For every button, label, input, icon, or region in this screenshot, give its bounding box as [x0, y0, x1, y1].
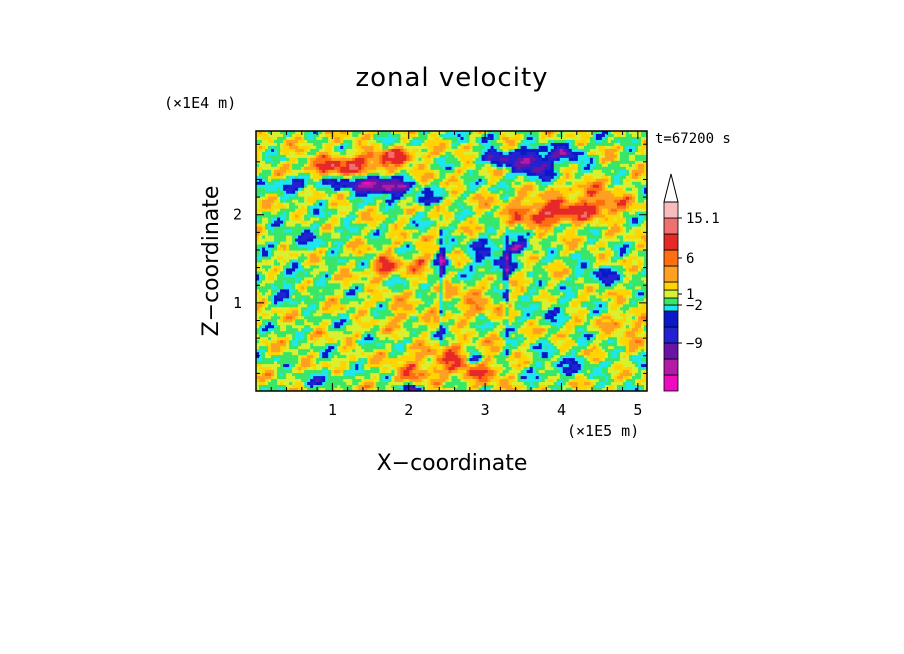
- colorbar-label: −2: [686, 298, 703, 314]
- colorbar-bin: [663, 249, 679, 267]
- x-unit-label: (×1E5 m): [567, 422, 639, 440]
- colorbar-label: 15.1: [686, 211, 720, 227]
- colorbar-label: 1: [686, 287, 694, 303]
- colorbar: 15.1 6 1−2 −9: [663, 173, 720, 392]
- time-label: t=67200 s: [655, 131, 731, 147]
- colorbar-bin: [663, 297, 679, 306]
- plot-frame: [255, 130, 648, 392]
- colorbar-label: 6: [686, 251, 694, 267]
- colorbar-bin: [663, 358, 679, 376]
- colorbar-bin: [663, 217, 679, 235]
- axis-ticks: [256, 131, 647, 391]
- x-axis-label: X−coordinate: [377, 451, 528, 476]
- y-tick-label: 2: [233, 206, 242, 224]
- colorbar-bin: [663, 326, 679, 344]
- x-tick-label: 2: [404, 401, 413, 419]
- x-tick-labels: 1 2 3 4 5: [328, 401, 643, 419]
- colorbar-bin: [663, 342, 679, 360]
- colorbar-bin: [663, 289, 679, 299]
- x-tick-label: 1: [328, 401, 337, 419]
- colorbar-bin: [663, 265, 679, 283]
- colorbar-bin: [663, 281, 679, 291]
- x-tick-label: 4: [557, 401, 566, 419]
- chart-title: zonal velocity: [355, 63, 548, 93]
- colorbar-extend-arrow: [663, 173, 679, 203]
- y-tick-labels: 12: [233, 206, 242, 312]
- contour-field: [256, 131, 647, 391]
- colorbar-bin: [663, 233, 679, 251]
- y-tick-label: 1: [233, 294, 242, 312]
- colorbar-bin: [663, 310, 679, 328]
- x-tick-label: 3: [481, 401, 490, 419]
- colorbar-bin: [663, 304, 679, 312]
- colorbar-bin: [663, 201, 679, 219]
- x-tick-label: 5: [633, 401, 642, 419]
- y-unit-label: (×1E4 m): [164, 94, 236, 112]
- y-axis-label: Z−coordinate: [199, 186, 224, 337]
- colorbar-label: −9: [686, 336, 703, 352]
- colorbar-bin: [663, 374, 679, 392]
